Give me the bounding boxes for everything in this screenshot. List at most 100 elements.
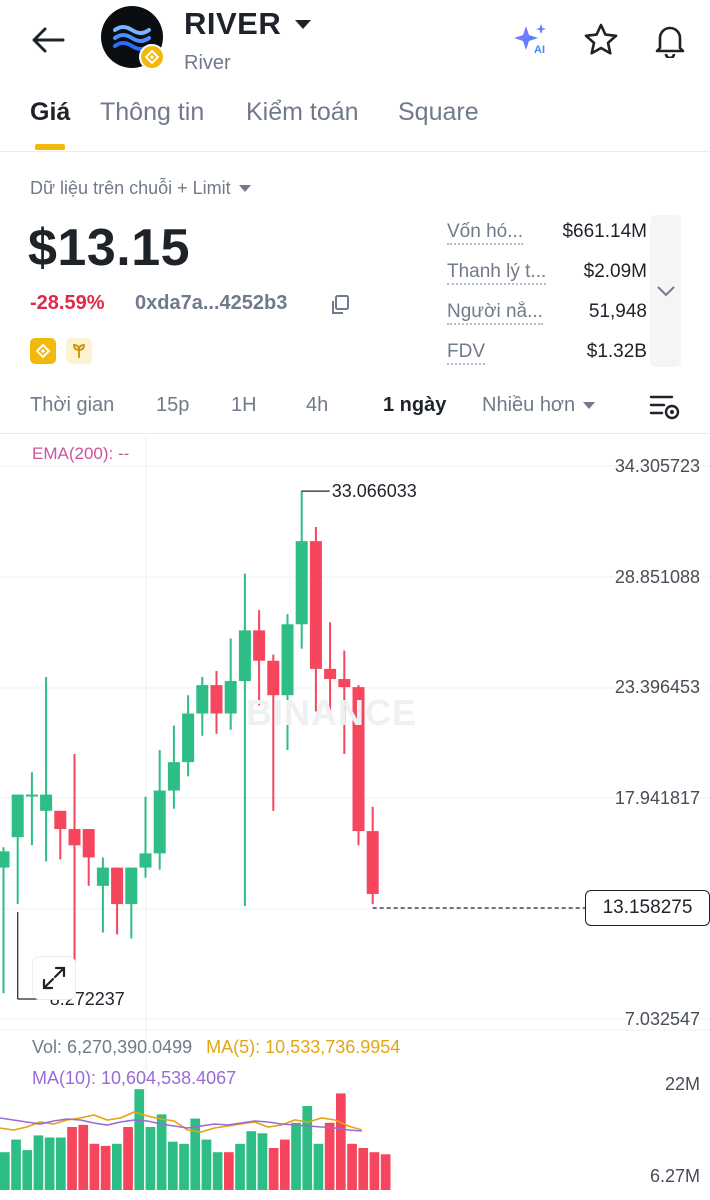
candle-body xyxy=(182,713,195,763)
volume-bar xyxy=(347,1143,357,1190)
interval-15m[interactable]: 15p xyxy=(156,394,190,416)
candle-body xyxy=(309,541,322,669)
interval-bar: Thời gian 15p 1H 4h 1 ngày Nhiều hơn xyxy=(0,380,710,434)
current-price: $13.15 xyxy=(28,219,191,277)
volume-bar xyxy=(257,1133,268,1190)
volume-bar xyxy=(268,1148,279,1190)
interval-more[interactable]: Nhiều hơn xyxy=(482,394,596,417)
arrow-left-icon xyxy=(32,27,65,53)
stat-liquidity[interactable]: Thanh lý t... $2.09M xyxy=(447,255,647,295)
candle-body xyxy=(324,668,337,680)
bnb-chain-tag-icon[interactable] xyxy=(30,338,56,364)
stat-market-cap[interactable]: Vốn hó... $661.14M xyxy=(447,215,647,255)
candle-body xyxy=(82,829,95,858)
star-icon xyxy=(584,23,618,55)
interval-1d[interactable]: 1 ngày xyxy=(383,394,447,416)
interval-more-label: Nhiều hơn xyxy=(482,394,576,416)
candle-body xyxy=(238,630,251,682)
data-source-selector[interactable]: Dữ liệu trên chuỗi + Limit xyxy=(30,178,251,199)
volume-bar xyxy=(313,1143,324,1190)
volume-bar xyxy=(145,1127,156,1190)
expand-icon xyxy=(42,966,66,990)
stat-value: $1.32B xyxy=(586,341,647,362)
candle-body xyxy=(167,762,180,791)
volume-bar xyxy=(44,1137,55,1190)
candle-body xyxy=(0,851,10,868)
volume-bar xyxy=(0,1152,10,1190)
candle-body xyxy=(11,794,24,838)
volume-legend: Vol: 6,270,390.0499 MA(5): 10,533,736.995… xyxy=(32,1037,400,1058)
stats-expand-button[interactable] xyxy=(650,215,681,367)
price-axis-label: 23.396453 xyxy=(614,677,700,697)
chart-settings-icon[interactable] xyxy=(648,392,682,422)
caret-down-icon xyxy=(583,402,596,410)
volume-bar xyxy=(78,1124,89,1190)
tab-indicator xyxy=(35,144,65,150)
interval-time[interactable]: Thời gian xyxy=(30,394,115,416)
volume-bar xyxy=(22,1150,33,1190)
interval-1h[interactable]: 1H xyxy=(231,394,257,416)
stat-fdv[interactable]: FDV $1.32B xyxy=(447,335,647,375)
candle-body xyxy=(253,630,266,661)
volume-bar xyxy=(358,1148,369,1190)
volume-bar xyxy=(112,1143,122,1190)
coin-selector[interactable]: RIVER xyxy=(184,6,312,42)
stat-label: FDV xyxy=(447,341,485,365)
price-axis-label: 34.305723 xyxy=(614,456,700,476)
candle-body xyxy=(125,867,138,905)
candle-body xyxy=(352,687,365,832)
volume-bar xyxy=(100,1145,111,1190)
sparkle-ai-icon: AI xyxy=(514,24,546,56)
fullscreen-button[interactable] xyxy=(32,956,76,1000)
candle-body xyxy=(96,867,109,886)
stat-value: 51,948 xyxy=(588,301,647,322)
volume-bar xyxy=(369,1152,380,1190)
svg-text:AI: AI xyxy=(534,44,545,56)
tab-square[interactable]: Square xyxy=(398,98,479,126)
ai-button[interactable]: AI xyxy=(512,20,552,60)
coin-logo xyxy=(101,6,163,68)
volume-bar xyxy=(179,1143,189,1190)
binance-watermark: BINANCE xyxy=(246,692,418,733)
volume-label: Vol: 6,270,390.0499 xyxy=(32,1037,193,1057)
candle-body xyxy=(281,624,294,696)
price-axis-label: 7.032547 xyxy=(624,1009,700,1029)
ma5-label: MA(5): 10,533,736.9954 xyxy=(206,1037,401,1057)
ma5-line xyxy=(0,1111,363,1133)
candle-body xyxy=(338,679,351,688)
tab-audit[interactable]: Kiểm toán xyxy=(246,98,359,126)
contract-address: 0xda7a...4252b3 xyxy=(135,292,288,314)
coin-title: RIVER xyxy=(184,6,282,41)
volume-bar xyxy=(89,1143,100,1190)
tab-price[interactable]: Giá xyxy=(30,98,71,126)
header: RIVER River AI xyxy=(0,0,710,90)
tab-bar: Giá Thông tin Kiểm toán Square xyxy=(0,92,710,152)
bell-icon xyxy=(655,26,685,58)
sprout-tag-icon[interactable] xyxy=(66,338,92,364)
favorite-button[interactable] xyxy=(581,20,621,60)
tab-info[interactable]: Thông tin xyxy=(100,98,205,126)
volume-bar xyxy=(291,1122,301,1190)
alert-button[interactable] xyxy=(650,20,690,60)
volume-bar xyxy=(33,1135,44,1190)
volume-bar xyxy=(156,1114,167,1190)
volume-bar xyxy=(201,1139,212,1190)
stat-value: $2.09M xyxy=(583,261,647,282)
candle-body xyxy=(153,790,166,854)
volume-bar xyxy=(246,1131,257,1190)
stat-label: Người nắ... xyxy=(447,301,543,325)
copy-icon[interactable] xyxy=(330,294,350,316)
volume-bar xyxy=(123,1127,133,1190)
stat-holders[interactable]: Người nắ... 51,948 xyxy=(447,295,647,335)
candle-body xyxy=(366,831,379,894)
chart-area[interactable]: 33.066033 8.272237 xyxy=(0,436,710,1200)
price-axis-label: 17.941817 xyxy=(614,788,700,808)
back-button[interactable] xyxy=(28,22,68,58)
candle-body xyxy=(40,794,53,811)
interval-4h[interactable]: 4h xyxy=(306,394,329,416)
chevron-down-icon xyxy=(656,286,675,297)
candle-body xyxy=(196,685,209,714)
stat-label: Vốn hó... xyxy=(447,221,524,245)
volume-bar xyxy=(224,1152,234,1190)
